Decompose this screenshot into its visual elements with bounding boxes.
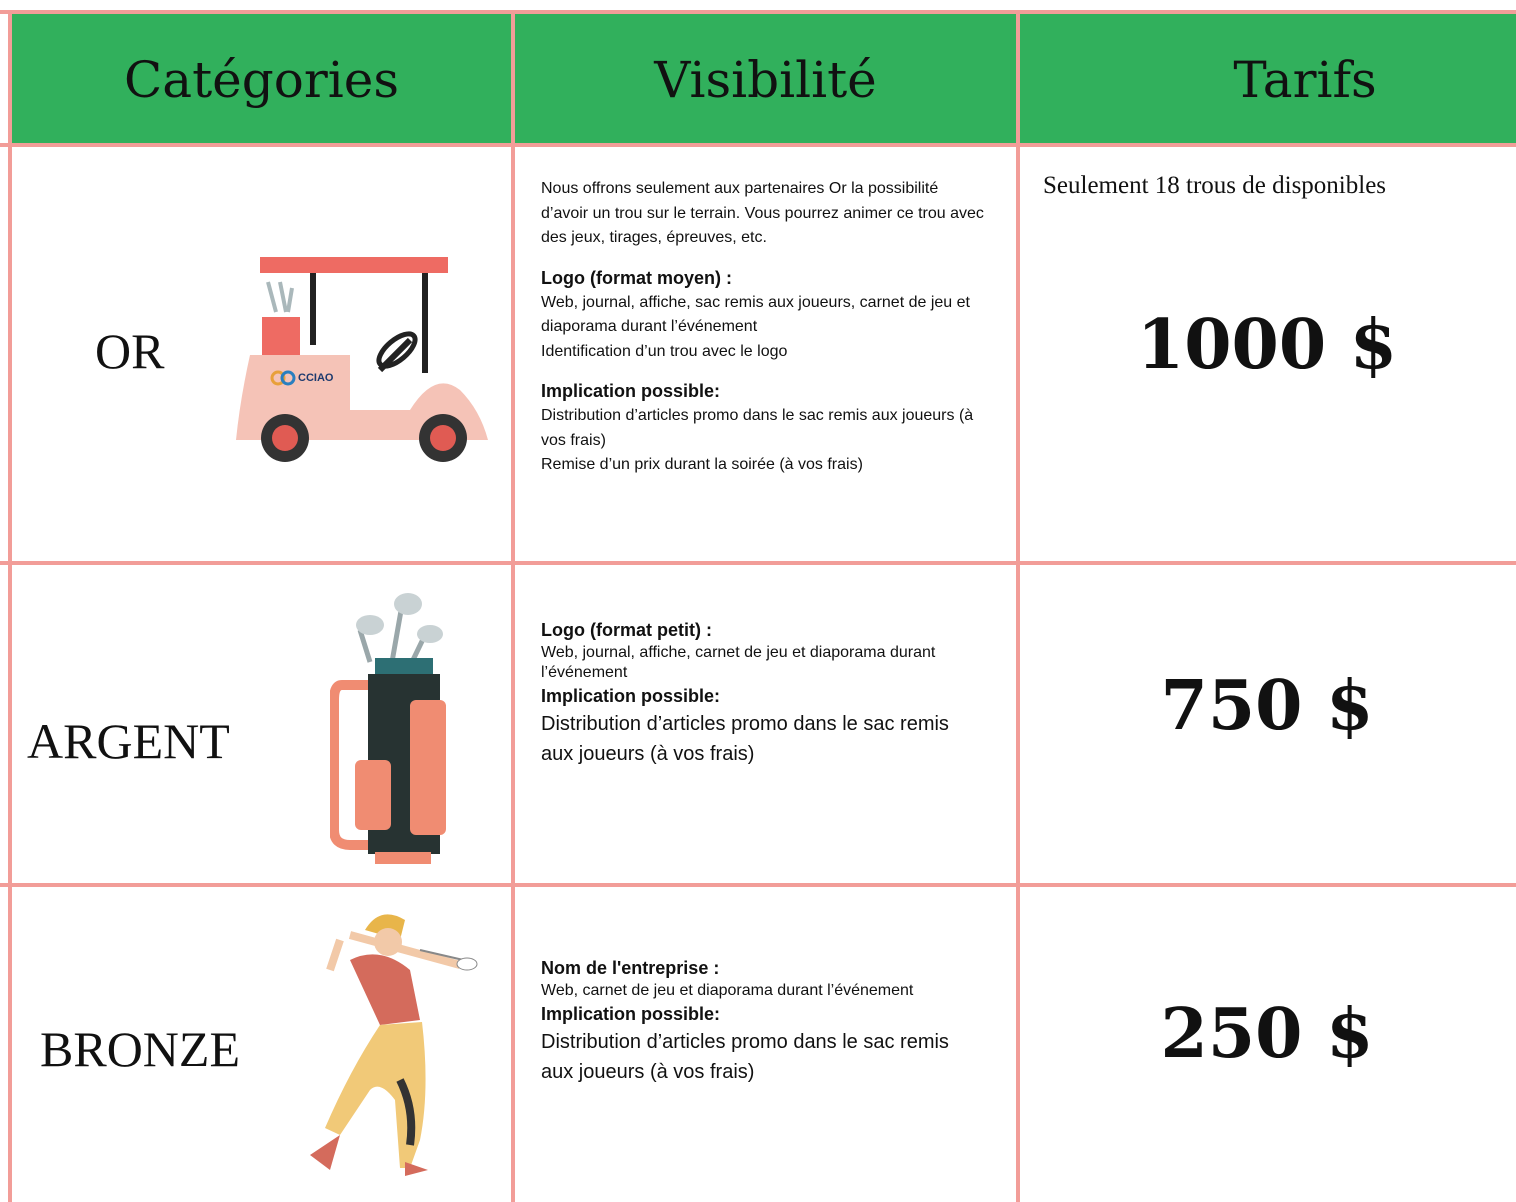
visibility-text: Logo (format petit) :Web, journal, affic…	[541, 617, 986, 769]
category-name: OR	[95, 322, 164, 380]
border	[0, 883, 1516, 887]
column-header: Visibilité	[515, 14, 1016, 145]
block-line: Identification d’un trou avec le logo	[541, 340, 986, 365]
category-name: ARGENT	[27, 712, 230, 770]
block-heading: Logo (format moyen) :	[541, 265, 986, 291]
block-heading: Implication possible:	[541, 1001, 986, 1027]
price: 1000 $	[1018, 305, 1516, 385]
golf-cart-illustration: CCIAO	[230, 250, 495, 470]
text-block: Nom de l'entreprise :Web, carnet de jeu …	[541, 955, 986, 1001]
block-line: Nous offrons seulement aux partenaires O…	[541, 177, 986, 251]
block-line: Distribution d’articles promo dans le sa…	[541, 404, 986, 453]
visibility-text: Nous offrons seulement aux partenaires O…	[541, 177, 986, 492]
column-header: Tarifs	[1020, 14, 1516, 145]
block-heading: Logo (format petit) :	[541, 617, 986, 643]
block-line: Web, journal, affiche, carnet de jeu et …	[541, 643, 986, 683]
column-header: Catégories	[12, 14, 511, 145]
text-block: Implication possible:Distribution d’arti…	[541, 683, 986, 769]
border	[511, 10, 515, 1202]
page: Catégories Visibilité Tarifs CCIAO	[0, 0, 1516, 1202]
border	[0, 561, 1516, 565]
text-block: Nous offrons seulement aux partenaires O…	[541, 177, 986, 251]
block-heading: Nom de l'entreprise :	[541, 955, 986, 981]
block-heading: Implication possible:	[541, 378, 986, 404]
text-block: Implication possible:Distribution d’arti…	[541, 1001, 986, 1087]
category-name: BRONZE	[40, 1020, 240, 1078]
block-line: Distribution d’articles promo dans le sa…	[541, 1027, 986, 1087]
block-line: Distribution d’articles promo dans le sa…	[541, 709, 986, 769]
golf-bag-illustration	[330, 590, 455, 865]
text-block: Logo (format petit) :Web, journal, affic…	[541, 617, 986, 683]
border	[8, 10, 12, 1202]
price: 250 $	[1018, 994, 1516, 1074]
visibility-text: Nom de l'entreprise :Web, carnet de jeu …	[541, 955, 986, 1087]
block-line: Web, journal, affiche, sac remis aux jou…	[541, 291, 986, 340]
block-heading: Implication possible:	[541, 683, 986, 709]
text-block: Implication possible:Distribution d’arti…	[541, 378, 986, 478]
availability-note: Seulement 18 trous de disponibles	[1043, 172, 1386, 200]
block-line: Web, carnet de jeu et diaporama durant l…	[541, 981, 986, 1001]
golfer-illustration	[300, 900, 485, 1185]
logo-text: CCIAO	[298, 372, 334, 384]
block-line: Remise d’un prix durant la soirée (à vos…	[541, 453, 986, 478]
text-block: Logo (format moyen) :Web, journal, affic…	[541, 265, 986, 365]
price: 750 $	[1018, 666, 1516, 746]
